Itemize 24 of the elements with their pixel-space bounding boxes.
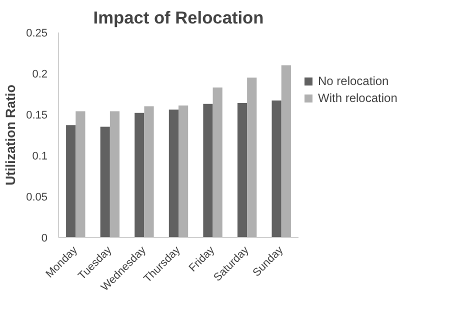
bar [76,111,86,238]
bar [212,87,222,238]
bar [100,126,110,238]
bar [66,125,76,238]
bar [110,111,120,238]
y-tick-label: 0.2 [32,68,48,80]
bar [144,106,154,238]
chart-title: Impact of Relocation [93,8,264,28]
y-tick-label: 0.15 [26,110,48,122]
y-tick-label: 0.25 [26,28,48,40]
bar [281,65,291,238]
bar [237,103,248,238]
bar [168,110,178,238]
y-tick-label: 0.05 [26,192,48,204]
legend-label: No relocation [318,74,389,88]
bar [247,78,257,238]
legend-label: With relocation [318,91,398,105]
y-tick-label: 0 [41,232,48,244]
y-tick-label: 0.1 [32,150,48,162]
y-axis-title: Utilization Ratio [3,84,18,186]
bar [134,112,144,238]
bar [178,105,188,238]
bar [272,100,282,238]
bar [203,104,213,238]
